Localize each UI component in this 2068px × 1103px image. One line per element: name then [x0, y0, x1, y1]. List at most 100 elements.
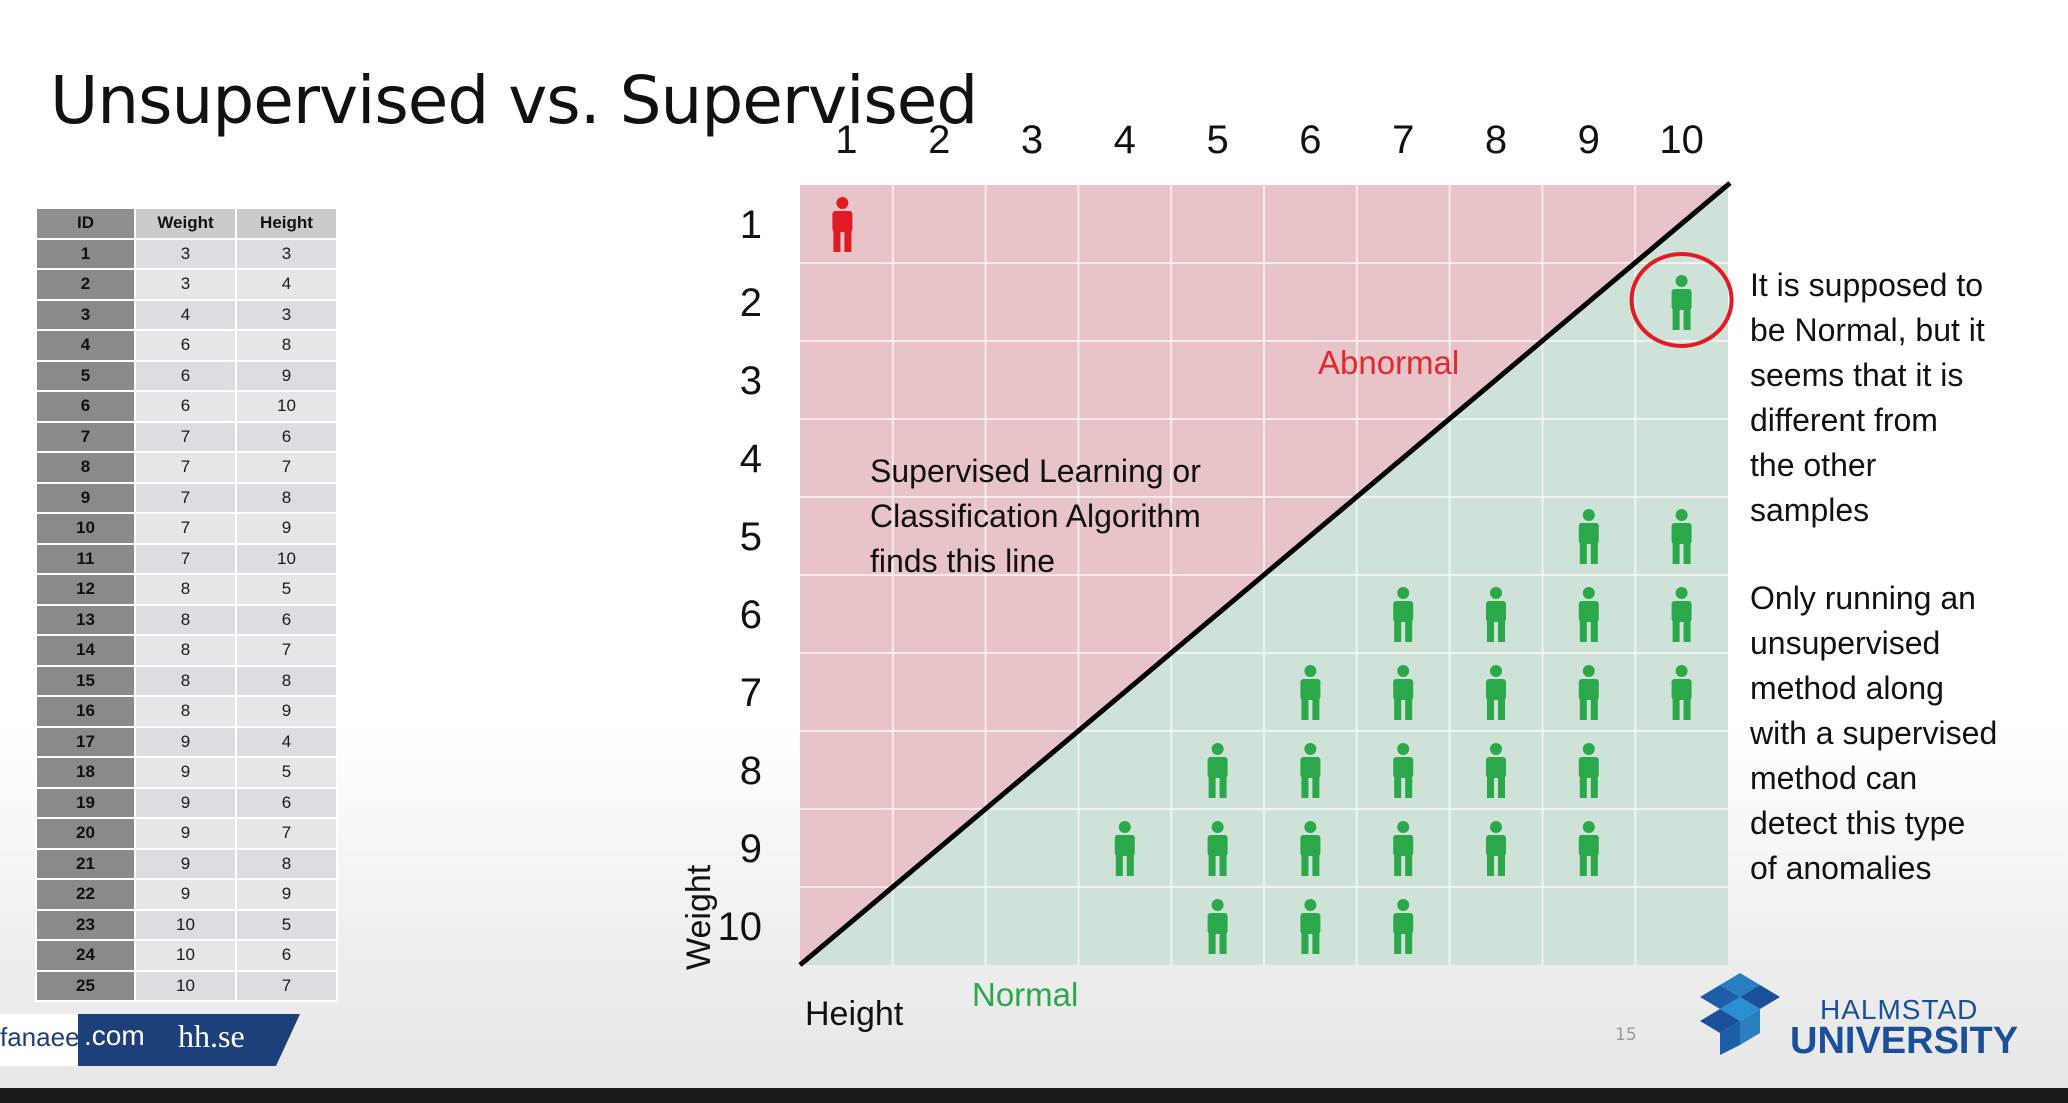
note-line: seems that it is: [1750, 357, 1964, 393]
footer-white-tab: [0, 1014, 78, 1066]
x-tick-label: 5: [1206, 118, 1228, 162]
table-row: 12 8 5: [35, 573, 338, 606]
footer-domain-right: hh.se: [178, 1018, 245, 1054]
normal-person-icon: [1671, 587, 1692, 642]
footer-domain-left: fanaee: [0, 1022, 80, 1052]
table-row: 24 10 6: [35, 939, 338, 972]
normal-person-icon: [1486, 587, 1506, 642]
abnormal-person-icon: [832, 197, 853, 252]
x-tick-label: 8: [1485, 118, 1507, 162]
table-cell: 7: [235, 817, 338, 850]
table-cell: 5: [235, 908, 338, 941]
normal-label: Normal: [972, 976, 1078, 1013]
table-cell: 13: [35, 603, 136, 636]
table-cell: 7: [134, 542, 237, 575]
note-line: unsupervised: [1750, 625, 1941, 661]
normal-person-icon: [1486, 743, 1506, 798]
table-cell: 9: [134, 786, 237, 819]
normal-person-icon: [1671, 509, 1692, 564]
table-header: ID: [35, 207, 136, 240]
normal-person-icon: [1207, 743, 1228, 798]
table-row: 23 10 5: [35, 908, 338, 941]
table-cell: 9: [134, 878, 237, 911]
normal-person-icon: [1578, 743, 1599, 798]
table-cell: 6: [235, 603, 338, 636]
table-cell: 9: [235, 695, 338, 728]
table-cell: 9: [235, 359, 338, 392]
normal-person-icon: [1300, 821, 1321, 876]
normal-person-icon: [1393, 665, 1414, 720]
normal-person-icon: [1578, 665, 1599, 720]
table-cell: 21: [35, 847, 136, 880]
x-tick-label: 1: [835, 118, 857, 162]
y-tick-label: 10: [718, 905, 763, 949]
table-cell: 10: [134, 969, 237, 1002]
table-row: 22 9 9: [35, 878, 338, 911]
note-line: Only running an: [1750, 580, 1976, 616]
normal-person-icon: [1671, 275, 1692, 330]
table-cell: 22: [35, 878, 136, 911]
table-row: 11 7 10: [35, 542, 338, 575]
note-line: detect this type: [1750, 805, 1966, 841]
table-cell: 24: [35, 939, 136, 972]
table-row: 14 8 7: [35, 634, 338, 667]
table-header-row: ID Weight Height: [35, 207, 338, 240]
highlight-circle: [1629, 252, 1734, 348]
footer-domain-suffix: .com: [84, 1020, 145, 1051]
note-line: It is supposed to: [1750, 267, 1984, 303]
table-cell: 3: [235, 298, 338, 331]
normal-person-icon: [1486, 665, 1506, 720]
x-tick-label: 4: [1114, 118, 1136, 162]
table-cell: 6: [35, 390, 136, 423]
table-cell: 6: [134, 359, 237, 392]
table-cell: 10: [134, 939, 237, 972]
table-cell: 7: [35, 420, 136, 453]
table-cell: 8: [235, 329, 338, 362]
table-cell: 3: [134, 268, 237, 301]
table-cell: 14: [35, 634, 136, 667]
table-cell: 6: [235, 420, 338, 453]
normal-person-icon: [1578, 587, 1599, 642]
table-cell: 25: [35, 969, 136, 1002]
normal-person-icon: [1207, 821, 1228, 876]
note-line: of anomalies: [1750, 850, 1932, 886]
table-cell: 8: [134, 573, 237, 606]
note-line: samples: [1750, 492, 1870, 528]
normal-person-icon: [1300, 743, 1321, 798]
x-tick-label: 2: [928, 118, 950, 162]
table-cell: 9: [235, 512, 338, 545]
table-header: Height: [235, 207, 338, 240]
y-tick-label: 5: [740, 515, 762, 559]
table-cell: 8: [134, 695, 237, 728]
table-cell: 11: [35, 542, 136, 575]
table-header: Weight: [134, 207, 237, 240]
normal-person-icon: [1393, 899, 1414, 954]
note-paragraph-2: Only running an unsupervised method along w…: [1750, 576, 2060, 891]
normal-person-icon: [1671, 665, 1692, 720]
table-cell: 9: [35, 481, 136, 514]
note-line: method along: [1750, 670, 1944, 706]
decision-boundary-line: [798, 181, 1732, 967]
line-annotation: finds this line: [870, 543, 1055, 579]
y-tick-label: 2: [740, 281, 762, 325]
x-tick-label: 3: [1021, 118, 1043, 162]
table-cell: 10: [235, 390, 338, 423]
table-cell: 6: [134, 329, 237, 362]
table-cell: 7: [235, 451, 338, 484]
table-cell: 3: [235, 237, 338, 270]
table-cell: 7: [235, 634, 338, 667]
y-tick-label: 7: [740, 671, 762, 715]
y-tick-label: 4: [740, 437, 762, 481]
university-name-line1: HALMSTAD: [1820, 994, 1979, 1025]
x-tick-label: 9: [1578, 118, 1600, 162]
table-row: 18 9 5: [35, 756, 338, 789]
normal-person-icon: [1207, 899, 1228, 954]
page-number: 15: [1615, 1025, 1637, 1045]
y-tick-label: 8: [740, 749, 762, 793]
normal-person-icon: [1578, 509, 1599, 564]
table-row: 13 8 6: [35, 603, 338, 636]
